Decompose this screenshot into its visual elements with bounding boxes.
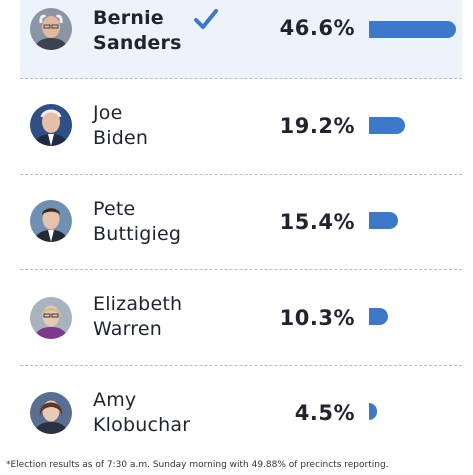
candidate-last-name: Sanders [93, 32, 182, 54]
checkmark-icon [194, 9, 218, 29]
results-footnote: *Election results as of 7:30 a.m. Sunday… [6, 460, 389, 470]
candidate-last-name: Buttigieg [93, 223, 182, 245]
row-divider [20, 365, 462, 366]
candidate-bar-biden [369, 117, 405, 134]
candidate-photo-sanders [30, 8, 72, 50]
candidate-name-klobuchar: Amy Klobuchar [93, 388, 190, 438]
candidate-row-buttigieg: Pete Buttigieg 15.4% [20, 175, 462, 270]
candidate-row-sanders: Bernie Sanders 46.6% [20, 0, 462, 79]
candidate-percent-warren: 10.3% [279, 306, 355, 330]
candidate-percent-buttigieg: 15.4% [279, 210, 355, 234]
candidate-name-warren: Elizabeth Warren [93, 292, 182, 342]
candidate-first-name: Elizabeth [93, 293, 183, 315]
candidate-name-sanders: Bernie Sanders [93, 6, 182, 56]
candidate-bar-buttigieg [369, 212, 398, 229]
candidate-percent-biden: 19.2% [279, 114, 355, 138]
candidate-name-biden: Joe Biden [93, 101, 148, 151]
candidate-first-name: Amy [93, 389, 137, 411]
row-divider [20, 174, 462, 175]
candidate-last-name: Klobuchar [93, 414, 191, 436]
candidate-percent-klobuchar: 4.5% [294, 401, 355, 425]
candidate-first-name: Pete [93, 198, 136, 220]
row-divider [20, 269, 462, 270]
candidate-bar-sanders [369, 21, 456, 38]
candidate-row-klobuchar: Amy Klobuchar 4.5% [20, 366, 462, 461]
candidate-row-biden: Joe Biden 19.2% [20, 79, 462, 174]
candidate-bar-warren [369, 308, 388, 325]
candidate-photo-klobuchar [30, 392, 72, 434]
candidate-row-warren: Elizabeth Warren 10.3% [20, 270, 462, 365]
candidate-bar-klobuchar [369, 403, 377, 420]
candidate-last-name: Biden [93, 127, 149, 149]
candidate-photo-buttigieg [30, 200, 72, 242]
candidate-percent-sanders: 46.6% [279, 16, 355, 40]
candidate-photo-biden [30, 104, 72, 146]
candidate-name-buttigieg: Pete Buttigieg [93, 197, 181, 247]
candidate-photo-warren [30, 297, 72, 339]
row-divider [20, 78, 462, 79]
candidate-first-name: Joe [93, 102, 123, 124]
candidate-last-name: Warren [93, 318, 163, 340]
candidate-first-name: Bernie [93, 7, 164, 29]
